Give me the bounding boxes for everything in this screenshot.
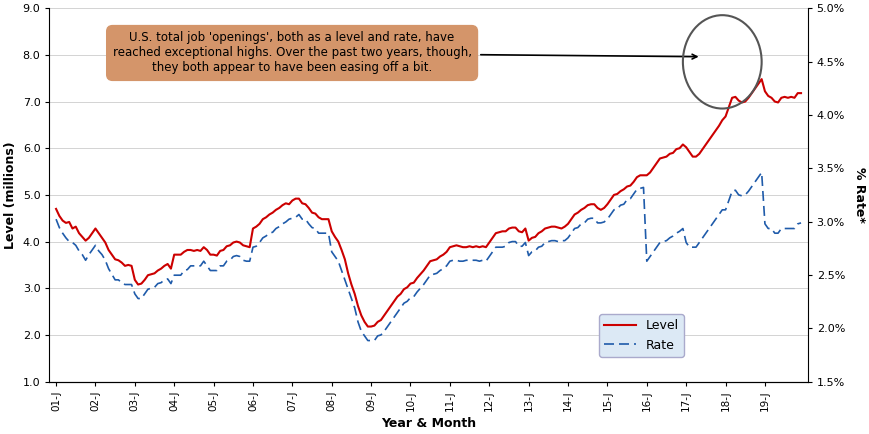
Legend: Level, Rate: Level, Rate [599, 315, 683, 357]
Text: U.S. total job 'openings', both as a level and rate, have
reached exceptional hi: U.S. total job 'openings', both as a lev… [112, 32, 696, 75]
Y-axis label: % Rate*: % Rate* [852, 167, 865, 223]
X-axis label: Year & Month: Year & Month [381, 417, 475, 430]
Y-axis label: Level (millions): Level (millions) [4, 141, 17, 249]
